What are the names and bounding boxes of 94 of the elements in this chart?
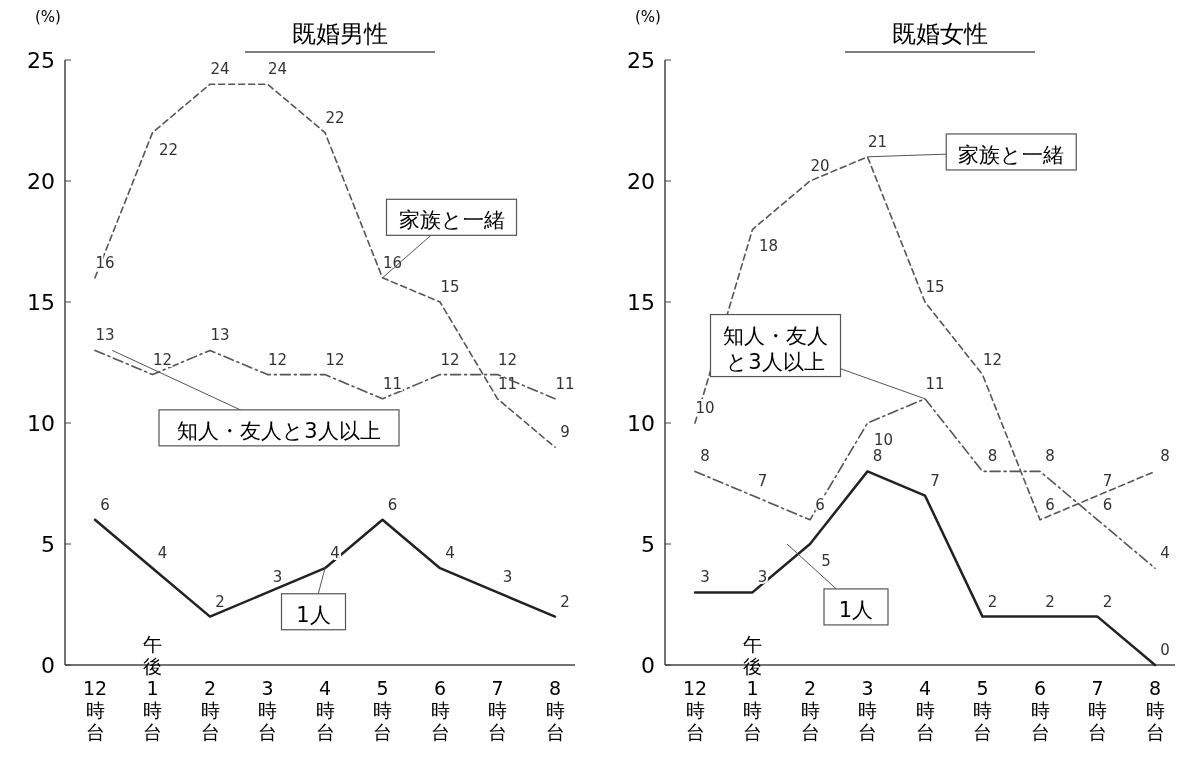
data-label: 6 xyxy=(387,495,398,514)
y-tick-label: 25 xyxy=(627,48,655,73)
x-tick-label: 7時台 xyxy=(1088,677,1107,743)
x-tick-label: 12時台 xyxy=(82,677,108,743)
data-label: 4 xyxy=(157,544,168,563)
y-tick-label: 20 xyxy=(627,169,655,194)
data-label: 5 xyxy=(821,552,831,570)
data-label: 16 xyxy=(382,253,403,272)
data-label: 11 xyxy=(555,374,575,393)
data-label: 8 xyxy=(1160,447,1170,466)
data-label: 2 xyxy=(560,592,570,611)
data-label: 15 xyxy=(440,278,460,296)
data-label: 6 xyxy=(100,495,110,514)
series-label: 1人 xyxy=(296,602,331,627)
data-label: 8 xyxy=(987,447,998,466)
data-label: 2 xyxy=(1045,592,1055,611)
data-label: 22 xyxy=(325,108,345,127)
y-tick-label: 25 xyxy=(27,48,55,73)
data-label: 18 xyxy=(758,237,779,256)
x-tick-label: 8時台 xyxy=(1145,677,1165,743)
data-label: 12 xyxy=(267,350,288,369)
data-label: 3 xyxy=(757,568,768,587)
x-tick-label: 3時台 xyxy=(258,677,277,743)
chart-title: 既婚女性 xyxy=(892,20,988,48)
data-label: 11 xyxy=(497,374,518,393)
x-tick-label: 3時台 xyxy=(858,677,877,743)
y-tick-label: 0 xyxy=(641,653,655,678)
x-tick-label: 12時台 xyxy=(682,677,708,743)
line-series xyxy=(94,83,556,448)
data-label: 3 xyxy=(700,568,710,587)
data-label: 11 xyxy=(382,374,403,393)
y-axis-title: (%) xyxy=(35,8,61,26)
x-tick-label: 午後1時台 xyxy=(743,633,762,743)
data-label: 12 xyxy=(325,350,345,369)
data-label: 16 xyxy=(95,253,115,272)
data-label: 2 xyxy=(215,592,225,611)
chart-title: 既婚男性 xyxy=(292,20,388,48)
y-tick-label: 10 xyxy=(627,411,655,436)
data-label: 13 xyxy=(95,326,115,345)
data-label: 8 xyxy=(700,447,710,466)
data-label: 3 xyxy=(272,568,283,587)
data-label: 7 xyxy=(1102,471,1113,490)
data-label: 8 xyxy=(872,447,883,466)
data-label: 2 xyxy=(987,592,998,611)
data-label: 7 xyxy=(757,471,768,490)
x-tick-label: 2時台 xyxy=(800,677,820,743)
data-label: 4 xyxy=(445,544,455,563)
x-tick-label: 6時台 xyxy=(430,677,450,743)
series-label: 知人・友人と3人以上 xyxy=(177,418,381,443)
y-tick-label: 0 xyxy=(41,653,55,678)
data-label: 15 xyxy=(925,278,945,296)
y-tick-label: 20 xyxy=(27,169,55,194)
data-label: 13 xyxy=(210,326,230,345)
y-tick-label: 10 xyxy=(27,411,55,436)
data-label: 10 xyxy=(695,399,715,417)
data-label: 11 xyxy=(925,374,945,393)
y-tick-label: 15 xyxy=(27,290,55,315)
data-label: 12 xyxy=(982,350,1003,369)
data-label: 24 xyxy=(267,60,288,79)
data-label: 24 xyxy=(210,60,230,79)
x-tick-label: 6時台 xyxy=(1030,677,1050,743)
x-tick-label: 5時台 xyxy=(373,677,392,743)
text: 知人・友人と3人以上 xyxy=(723,323,828,374)
x-tick-label: 4時台 xyxy=(315,677,335,743)
data-label: 0 xyxy=(1160,641,1170,659)
data-label: 12 xyxy=(152,350,173,369)
data-label: 7 xyxy=(930,471,940,490)
data-label: 12 xyxy=(440,350,460,369)
text: 1人 xyxy=(838,597,874,622)
x-tick-label: 2時台 xyxy=(200,677,220,743)
data-label: 22 xyxy=(158,140,179,159)
x-tick-label: 7時台 xyxy=(488,677,507,743)
x-tick-label: 4時台 xyxy=(915,677,935,743)
x-tick-label: 8時台 xyxy=(545,677,565,743)
x-tick-label: 5時台 xyxy=(973,677,992,743)
y-tick-label: 5 xyxy=(41,532,55,557)
text: 家族と一緒 xyxy=(958,142,1065,167)
data-label: 2 xyxy=(1102,592,1113,611)
data-label: 10 xyxy=(873,431,894,449)
y-tick-label: 15 xyxy=(627,290,655,315)
x-tick-label: 午後1時台 xyxy=(143,633,162,743)
data-label: 20 xyxy=(810,157,830,175)
data-label: 12 xyxy=(497,350,518,369)
data-label: 21 xyxy=(867,132,888,151)
data-label: 6 xyxy=(1045,495,1055,514)
data-label: 3 xyxy=(502,568,513,587)
y-axis-title: (%) xyxy=(635,8,661,26)
y-tick-label: 5 xyxy=(641,532,655,557)
data-label: 6 xyxy=(1102,495,1113,514)
data-label: 9 xyxy=(560,423,570,442)
data-label: 4 xyxy=(1160,544,1170,563)
data-label: 4 xyxy=(330,544,340,563)
series-label: 家族と一緒 xyxy=(398,208,505,233)
data-label: 8 xyxy=(1045,447,1055,466)
